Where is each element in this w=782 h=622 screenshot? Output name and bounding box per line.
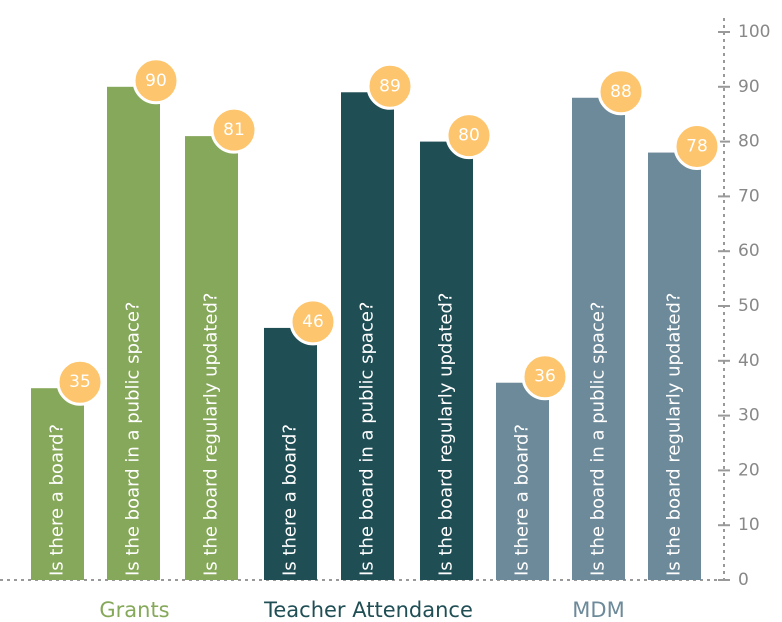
bar-label: Is the board in a public space?: [357, 302, 378, 577]
group-label: MDM: [572, 598, 624, 622]
bar-label: Is there a board?: [512, 424, 533, 576]
value-label: 35: [69, 372, 91, 392]
value-label: 78: [686, 137, 708, 157]
y-tick-label: 30: [738, 406, 760, 426]
y-tick-label: 60: [738, 241, 760, 261]
y-tick-label: 90: [738, 77, 760, 97]
y-tick-label: 0: [738, 570, 749, 590]
bar: [185, 136, 238, 580]
y-tick-label: 80: [738, 132, 760, 152]
bar-label: Is the board in a public space?: [588, 302, 609, 577]
value-bubble: [132, 57, 180, 105]
y-tick-label: 20: [738, 460, 760, 480]
value-label: 88: [610, 82, 632, 102]
value-label: 81: [223, 120, 245, 140]
value-label: 36: [534, 367, 556, 387]
value-label: 89: [379, 76, 401, 96]
value-bubble: [210, 106, 258, 154]
bar: [420, 141, 473, 580]
bar: [496, 382, 549, 580]
bar: [107, 86, 160, 581]
bar: [648, 152, 701, 580]
value-bubble: [366, 62, 414, 110]
bar-label: Is there a board?: [280, 424, 301, 576]
bar-label: Is the board regularly updated?: [201, 293, 222, 577]
bar: [572, 97, 625, 580]
y-tick-label: 50: [738, 296, 760, 316]
group-label: Grants: [99, 598, 169, 622]
bar-label: Is there a board?: [47, 424, 68, 576]
group-label: Teacher Attendance: [263, 598, 473, 622]
y-tick-label: 40: [738, 351, 760, 371]
value-bubble: [289, 298, 337, 346]
value-bubble: [521, 353, 569, 401]
bar-label: Is the board regularly updated?: [436, 293, 457, 577]
bar: [264, 327, 317, 580]
value-label: 90: [145, 71, 167, 91]
bar: [341, 92, 394, 580]
value-bubble: [56, 358, 104, 406]
y-tick-label: 10: [738, 515, 760, 535]
bar: [31, 388, 84, 580]
bar-label: Is the board in a public space?: [123, 302, 144, 577]
y-tick-label: 100: [738, 22, 770, 42]
bar-label: Is the board regularly updated?: [664, 293, 685, 577]
value-bubble: [445, 112, 493, 160]
y-tick-label: 70: [738, 186, 760, 206]
value-bubble: [597, 68, 645, 116]
value-bubble: [673, 123, 721, 171]
value-label: 46: [302, 312, 324, 332]
value-label: 80: [458, 126, 480, 146]
